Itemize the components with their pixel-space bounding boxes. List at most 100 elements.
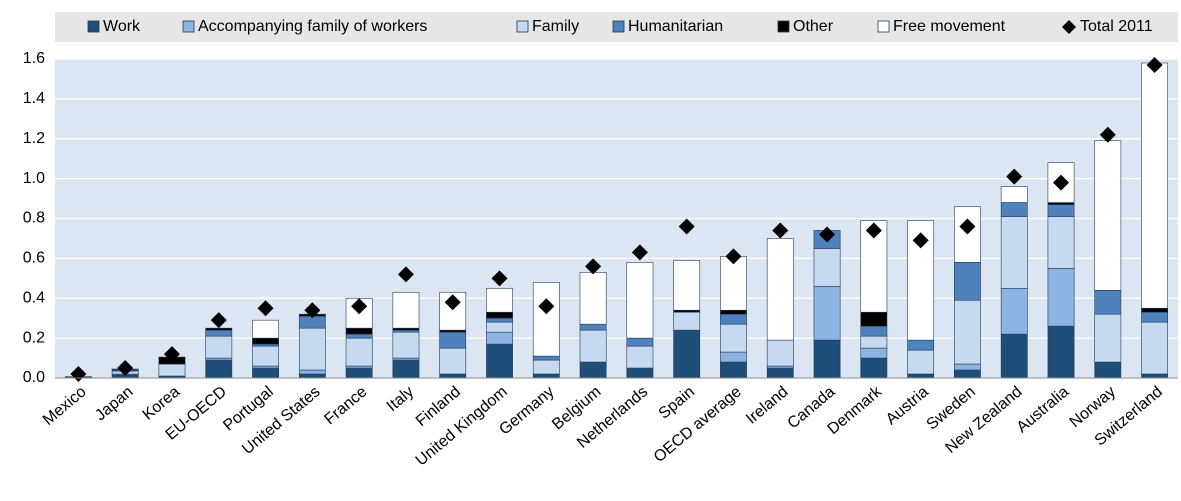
total-marker (1099, 126, 1116, 143)
bar-segment (532, 281, 560, 357)
legend-swatch (777, 20, 790, 33)
x-tick-label: OECD average (651, 383, 745, 466)
bar-segment (252, 345, 279, 367)
bar-segment (1141, 373, 1169, 379)
bar-segment (252, 367, 279, 379)
bar-segment (720, 313, 747, 325)
bar-segment (1094, 140, 1122, 291)
bar-segment (486, 331, 513, 345)
bar-segment (486, 317, 513, 323)
bar-segment (298, 373, 326, 379)
bar-segment (345, 337, 373, 367)
bar-segment (720, 256, 747, 311)
bar-segment (720, 351, 747, 363)
bar-segment (673, 260, 701, 311)
bar-segment (1047, 216, 1075, 269)
bar-segment (720, 309, 747, 315)
bar-segment (486, 287, 513, 313)
bar-segment (954, 262, 981, 301)
total-marker (304, 302, 321, 319)
bar-segment (860, 311, 888, 327)
bar-segment (954, 369, 981, 379)
x-tick-label: Spain (656, 383, 698, 422)
bar-segment (626, 345, 654, 369)
total-marker (725, 248, 742, 265)
bar-segment (907, 349, 935, 375)
total-marker (819, 226, 836, 243)
y-tick-label: 1.0 (23, 170, 45, 187)
bar-segment (1000, 186, 1028, 203)
bar-segment (205, 327, 233, 331)
y-tick-label: 0.0 (23, 369, 45, 386)
bar-segment (532, 355, 560, 361)
bar-segment (813, 248, 841, 287)
bar-segment (439, 331, 467, 349)
total-marker (631, 244, 648, 261)
x-tick-label: Japan (92, 383, 136, 424)
legend-marker (1062, 20, 1076, 34)
bar-segment (439, 373, 467, 379)
total-marker (865, 222, 882, 239)
bar-segment (439, 347, 467, 375)
bar-segment (907, 339, 935, 351)
legend-swatch (182, 20, 195, 33)
bar-segment (860, 347, 888, 359)
bar-segment (1141, 62, 1169, 309)
bar-segment (579, 323, 607, 331)
bar-segment (345, 367, 373, 379)
y-tick-label: 0.4 (23, 289, 45, 306)
legend-label: Accompanying family of workers (198, 18, 427, 35)
bar-segment (486, 343, 513, 379)
x-tick-label: Australia (1014, 383, 1073, 436)
bar-segment (298, 327, 326, 371)
bar-segment (813, 285, 841, 341)
total-marker (538, 298, 555, 315)
bar-segment (252, 337, 279, 345)
total-marker (959, 218, 976, 235)
bar-segment (1141, 311, 1169, 323)
total-marker (163, 346, 180, 363)
bar-segment (1094, 361, 1122, 379)
legend-swatch (87, 20, 100, 33)
bar-segment (1047, 204, 1075, 217)
bar-segment (626, 367, 654, 379)
total-marker (397, 266, 414, 283)
bar-segment (813, 339, 841, 379)
bar-segment (1047, 325, 1075, 379)
bar-segment (579, 361, 607, 379)
bar-segment (954, 363, 981, 371)
bar-segment (158, 363, 186, 377)
bar-segment (1141, 307, 1169, 313)
total-marker (444, 294, 461, 311)
total-marker (210, 312, 227, 329)
legend-swatch (877, 20, 890, 33)
total-marker (117, 360, 134, 377)
bar-segment (766, 339, 794, 367)
total-marker (912, 232, 929, 249)
bar-segment (532, 373, 560, 379)
bar-segment (205, 335, 233, 359)
x-tick-label: Italy (384, 383, 417, 415)
legend-swatch (516, 20, 529, 33)
total-marker (1146, 56, 1163, 73)
bar-segment (626, 262, 654, 339)
bar-segment (766, 367, 794, 379)
y-tick-label: 0.8 (23, 210, 45, 227)
legend-label: Humanitarian (628, 18, 723, 35)
total-marker (351, 298, 368, 315)
bar-segment (392, 291, 420, 329)
bar-segment (1047, 268, 1075, 327)
bar-segment (486, 311, 513, 319)
y-tick-label: 1.6 (23, 50, 45, 67)
bar-segment (579, 329, 607, 363)
bar-segment (345, 327, 373, 335)
bar-segment (673, 311, 701, 331)
bar-segment (205, 359, 233, 379)
legend-label: Total 2011 (1080, 18, 1153, 35)
bar-segment (205, 329, 233, 337)
bar-segment (766, 238, 794, 341)
bar-segment (954, 299, 981, 365)
legend-swatch (612, 20, 625, 33)
bar-segment (1000, 202, 1028, 217)
bar-segment (392, 331, 420, 359)
